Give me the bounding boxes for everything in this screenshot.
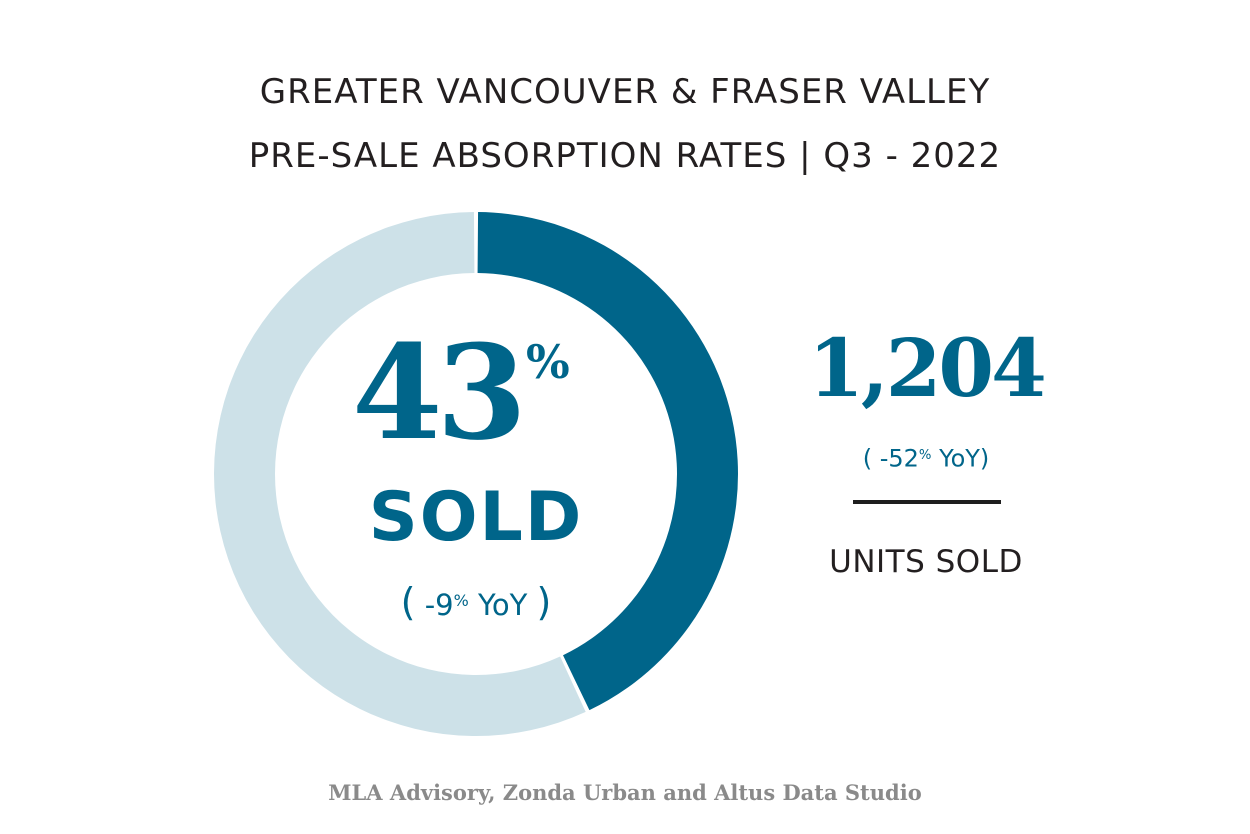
sold-yoy-value: -9 [424,587,454,622]
donut-slice-remaining [213,212,586,737]
sold-yoy-suffix: YoY [477,587,528,622]
units-sold-value: 1,204 [808,321,1047,415]
sold-label: SOLD [368,478,584,557]
units-yoy-suffix: YoY) [939,444,990,473]
sold-yoy-change: ( -9% YoY ) [300,578,652,628]
units-yoy-change: ( -52% YoY) [790,436,1062,478]
sold-yoy-unit: % [453,591,469,610]
sold-yoy-close-paren: ) [536,579,552,624]
donut-slice-sold [477,212,738,711]
units-yoy-unit: % [918,448,932,463]
sold-percentage-unit: % [526,335,570,389]
units-sold-label: UNITS SOLD [829,544,1023,580]
units-yoy-prefix: ( -52 [862,444,919,473]
source-credit: MLA Advisory, Zonda Urban and Altus Data… [328,780,922,805]
chart-title-line-1: GREATER VANCOUVER & FRASER VALLEY [259,72,991,112]
sold-yoy-open-paren: ( [400,579,416,624]
sold-percentage-value: 43 [352,316,527,469]
divider-line [853,500,1001,504]
sold-percentage: 43 % [340,318,600,468]
chart-title-line-2: PRE-SALE ABSORPTION RATES | Q3 - 2022 [248,136,1002,176]
